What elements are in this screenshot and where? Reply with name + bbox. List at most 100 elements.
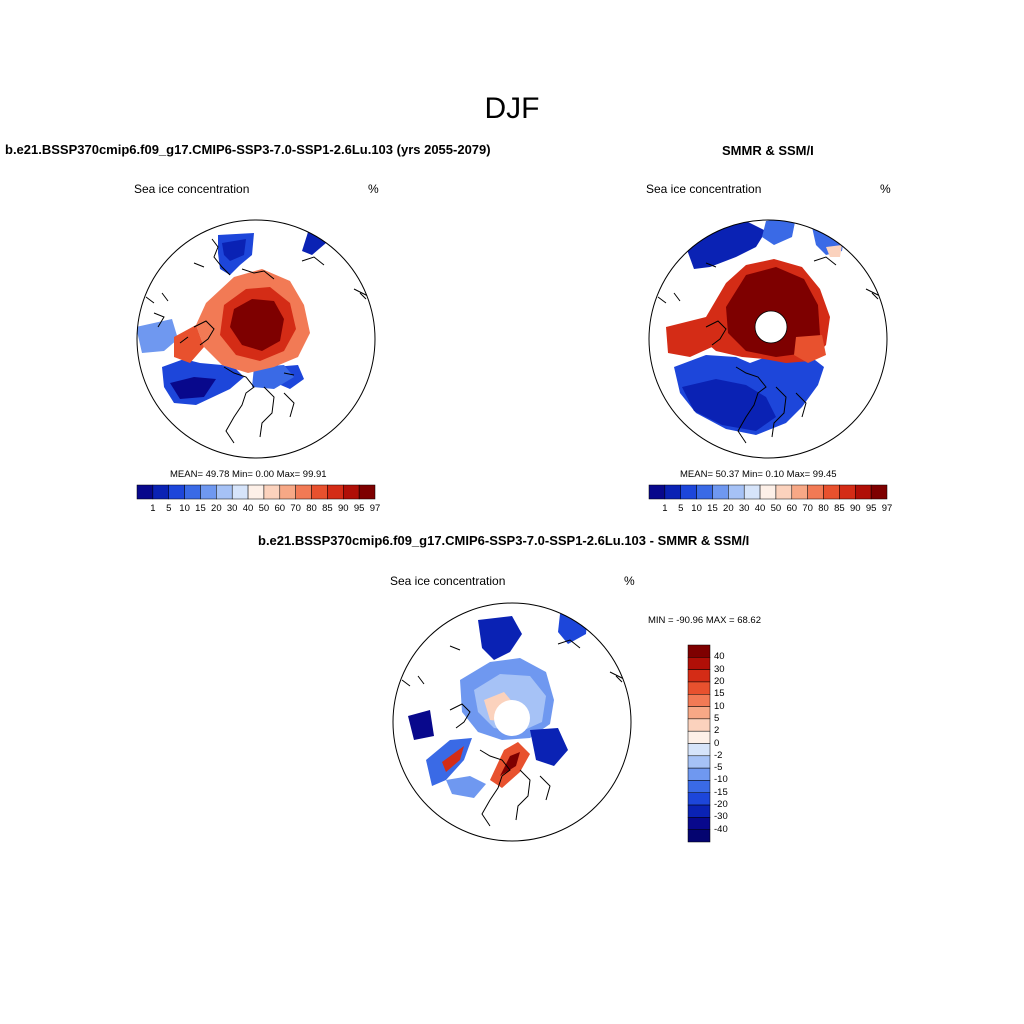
colorbar-tick-label: 80 bbox=[818, 503, 829, 514]
colorbar-swatch bbox=[216, 484, 233, 500]
colorbar-swatch bbox=[743, 484, 761, 500]
diff-anomaly-region bbox=[408, 710, 434, 740]
model-ice-region bbox=[137, 319, 178, 353]
colorbar-tick-label: 10 bbox=[714, 700, 725, 712]
colorbar-tick-label: 95 bbox=[865, 503, 877, 514]
colorbar-tick-label: 95 bbox=[353, 503, 365, 514]
colorbar-tick-label: -20 bbox=[714, 799, 728, 811]
colorbar-tick-label: 30 bbox=[714, 663, 725, 675]
colorbar-tick-label: 40 bbox=[714, 651, 725, 663]
diff-panel-title: b.e21.BSSP370cmip6.f09_g17.CMIP6-SSP3-7.… bbox=[258, 533, 750, 548]
colorbar-swatch bbox=[687, 829, 711, 843]
colorbar-swatch bbox=[855, 484, 872, 500]
colorbar-tick-label: 5 bbox=[678, 503, 684, 514]
colorbar-swatch bbox=[712, 484, 729, 500]
colorbar-swatch bbox=[327, 484, 344, 500]
colorbar-tick-label: -5 bbox=[714, 762, 723, 774]
obs-colorbar-labels: 1 5 10 15 20 30 40 50 60 70 80 85 90 95 97 bbox=[649, 503, 892, 515]
figure-title: DJF bbox=[484, 92, 540, 125]
diff-variable-label: Sea ice concentration bbox=[390, 574, 506, 588]
colorbar-swatch bbox=[687, 681, 711, 695]
colorbar-tick-label: 10 bbox=[179, 503, 190, 514]
colorbar-swatch bbox=[775, 484, 793, 500]
colorbar-swatch bbox=[687, 706, 711, 720]
colorbar-tick-label: 70 bbox=[802, 503, 813, 514]
model-units-label: % bbox=[368, 182, 379, 196]
diff-colorbar-labels: 40 30 20 15 10 5 2 0 -2 -5 -10 -15 -20 -30 -40 bbox=[714, 645, 754, 842]
colorbar-tick-label: 97 bbox=[881, 503, 893, 514]
colorbar-swatch bbox=[136, 484, 154, 500]
colorbar-tick-label: 97 bbox=[369, 503, 381, 514]
colorbar-swatch bbox=[687, 817, 711, 830]
colorbar-swatch bbox=[263, 484, 281, 500]
colorbar-swatch bbox=[687, 669, 711, 683]
colorbar-swatch bbox=[687, 755, 711, 769]
colorbar-tick-label: -30 bbox=[714, 811, 728, 823]
colorbar-swatch bbox=[759, 484, 777, 500]
obs-stats: MEAN= 50.37 Min= 0.10 Max= 99.45 bbox=[680, 469, 837, 480]
colorbar-swatch bbox=[791, 484, 808, 500]
colorbar-tick-label: 20 bbox=[714, 675, 725, 687]
colorbar-tick-label: 50 bbox=[770, 503, 782, 514]
colorbar-tick-label: 90 bbox=[849, 503, 861, 514]
colorbar-swatch bbox=[728, 484, 745, 500]
colorbar-swatch bbox=[295, 484, 312, 500]
colorbar-swatch bbox=[870, 484, 888, 500]
colorbar-tick-label: -10 bbox=[714, 774, 728, 786]
colorbar-tick-label: 5 bbox=[714, 712, 720, 724]
colorbar-tick-label: 40 bbox=[754, 503, 766, 514]
colorbar-tick-label: 15 bbox=[195, 503, 206, 514]
colorbar-swatch bbox=[823, 484, 840, 500]
colorbar-tick-label: 15 bbox=[714, 688, 725, 700]
colorbar-tick-label: 2 bbox=[714, 725, 720, 737]
model-panel-title: b.e21.BSSP370cmip6.f09_g17.CMIP6-SSP3-7.… bbox=[5, 142, 491, 157]
diff-units-label: % bbox=[624, 574, 635, 588]
colorbar-swatch bbox=[687, 644, 711, 658]
colorbar-tick-label: 70 bbox=[290, 503, 301, 514]
colorbar-tick-label: 15 bbox=[707, 503, 718, 514]
colorbar-tick-label: 60 bbox=[274, 503, 286, 514]
colorbar-swatch bbox=[687, 730, 711, 744]
colorbar-swatch bbox=[680, 484, 697, 500]
colorbar-swatch bbox=[687, 694, 711, 707]
colorbar-tick-label: 60 bbox=[786, 503, 798, 514]
colorbar-tick-label: 20 bbox=[211, 503, 222, 514]
colorbar-swatch bbox=[231, 484, 249, 500]
colorbar-swatch bbox=[664, 484, 681, 500]
colorbar-tick-label: 30 bbox=[738, 503, 750, 514]
colorbar-tick-label: 1 bbox=[662, 503, 668, 514]
colorbar-swatch bbox=[687, 743, 711, 757]
obs-polar-map bbox=[648, 219, 888, 459]
colorbar-swatch bbox=[687, 767, 711, 781]
diff-anomaly-region bbox=[478, 616, 522, 660]
colorbar-tick-label: 10 bbox=[691, 503, 702, 514]
colorbar-tick-label: 50 bbox=[258, 503, 270, 514]
colorbar-swatch bbox=[687, 718, 711, 732]
colorbar-tick-label: 0 bbox=[714, 737, 720, 749]
colorbar-tick-label: 80 bbox=[306, 503, 317, 514]
colorbar-tick-label: 5 bbox=[166, 503, 172, 514]
colorbar-swatch bbox=[343, 484, 360, 500]
diff-stats: MIN = -90.96 MAX = 68.62 bbox=[648, 615, 762, 626]
model-colorbar bbox=[136, 484, 376, 500]
obs-units-label: % bbox=[880, 182, 891, 196]
colorbar-swatch bbox=[839, 484, 856, 500]
colorbar-tick-label: -15 bbox=[714, 786, 728, 798]
colorbar-swatch bbox=[152, 484, 169, 500]
colorbar-tick-label: -2 bbox=[714, 749, 723, 761]
colorbar-swatch bbox=[184, 484, 201, 500]
model-variable-label: Sea ice concentration bbox=[134, 182, 250, 196]
colorbar-swatch bbox=[648, 484, 666, 500]
colorbar-swatch bbox=[696, 484, 713, 500]
model-stats: MEAN= 49.78 Min= 0.00 Max= 99.91 bbox=[170, 469, 327, 480]
diff-colorbar bbox=[687, 644, 711, 843]
colorbar-swatch bbox=[311, 484, 328, 500]
model-colorbar-labels: 1 5 10 15 20 30 40 50 60 70 80 85 90 95 97 bbox=[137, 503, 380, 515]
obs-variable-label: Sea ice concentration bbox=[646, 182, 762, 196]
colorbar-tick-label: 90 bbox=[337, 503, 349, 514]
diff-anomaly-region bbox=[530, 728, 568, 766]
colorbar-tick-label: 20 bbox=[723, 503, 734, 514]
obs-panel-title: SMMR & SSM/I bbox=[722, 143, 814, 158]
colorbar-swatch bbox=[687, 780, 711, 793]
colorbar-swatch bbox=[687, 657, 711, 670]
